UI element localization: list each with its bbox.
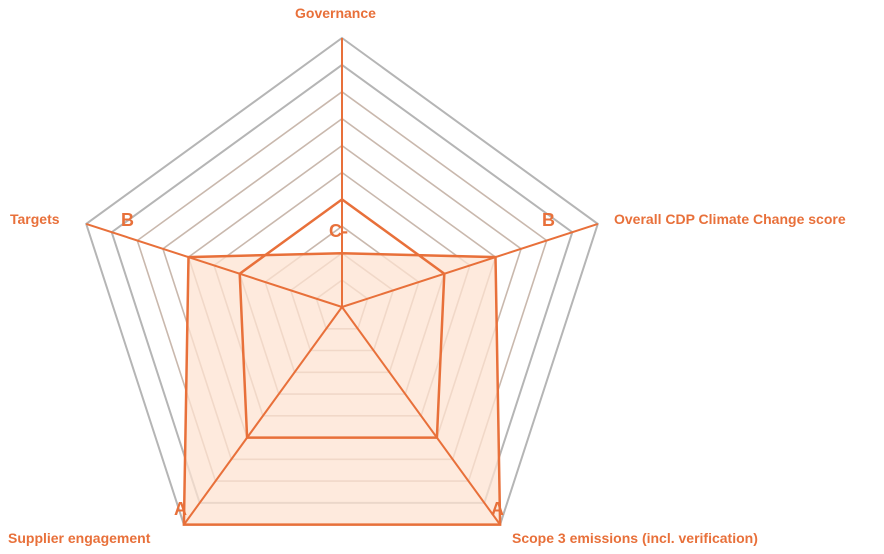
score-label-governance: C- <box>329 221 348 241</box>
axis-spoke-4 <box>183 306 343 526</box>
axis-spoke-3 <box>341 306 501 526</box>
radar-series <box>182 197 502 526</box>
series-polygon-1 <box>182 251 502 526</box>
score-label-overall: B <box>542 210 555 230</box>
axis-label-governance: Governance <box>295 5 376 21</box>
score-label-scope3: A <box>491 499 504 519</box>
series-polygon-2 <box>238 197 446 439</box>
axis-label-scope3-emissions: Scope 3 emissions (incl. verification) <box>512 530 758 546</box>
axis-label-overall-cdp-score: Overall CDP Climate Change score <box>614 211 846 227</box>
axis-spoke-5 <box>85 222 343 308</box>
axis-spoke-2 <box>341 222 599 308</box>
radar-spokes <box>85 38 599 526</box>
score-label-supplier: A <box>174 499 187 519</box>
axis-label-targets: Targets <box>10 211 60 227</box>
score-label-targets: B <box>121 210 134 230</box>
axis-label-supplier-engagement: Supplier engagement <box>8 530 151 546</box>
